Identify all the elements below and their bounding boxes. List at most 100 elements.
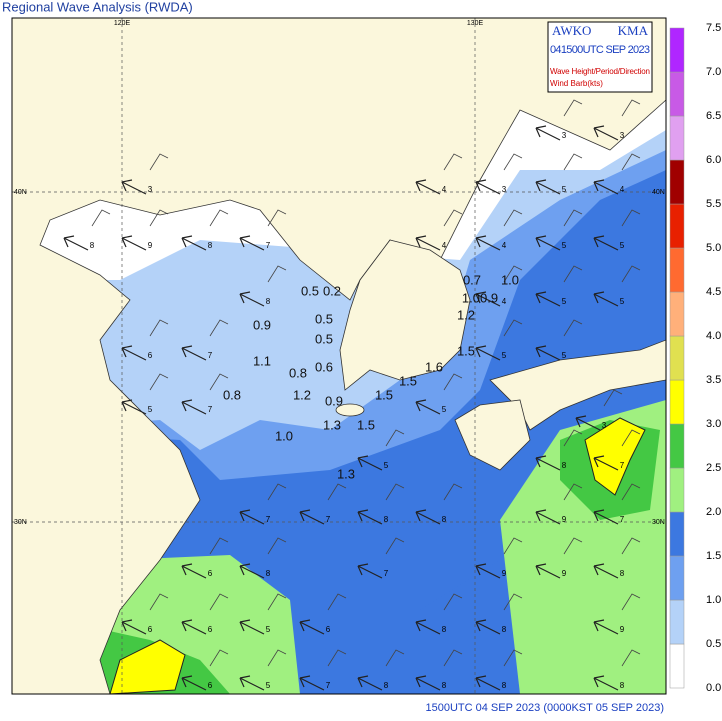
wave-arrow bbox=[535, 345, 561, 361]
colorbar-label: 2.5 bbox=[706, 462, 721, 474]
wave-period: 4 bbox=[502, 241, 507, 250]
colorbar-label: 0.5 bbox=[706, 638, 721, 650]
wave-period: 5 bbox=[620, 241, 625, 250]
wind-barb bbox=[621, 429, 641, 447]
wave-period: 7 bbox=[326, 515, 331, 524]
wind-barb bbox=[443, 373, 463, 391]
wave-period: 9 bbox=[502, 569, 507, 578]
observed-wave-height: 1.00.9 bbox=[462, 290, 498, 305]
observed-wave-height: 1.5 bbox=[357, 417, 375, 432]
map-frame bbox=[11, 17, 667, 695]
wave-arrow bbox=[181, 399, 207, 415]
wave-arrow bbox=[357, 455, 383, 471]
wave-period: 5 bbox=[562, 351, 567, 360]
wind-barb bbox=[621, 593, 641, 611]
wind-barb bbox=[443, 649, 463, 667]
map-area bbox=[12, 18, 666, 694]
wind-barb bbox=[149, 153, 169, 171]
wave-arrow bbox=[593, 675, 619, 691]
wave-arrow bbox=[239, 291, 265, 307]
wind-barb bbox=[503, 537, 523, 555]
observed-wave-height: 0.2 bbox=[323, 283, 341, 298]
wind-barb bbox=[563, 483, 583, 501]
wave-period: 7 bbox=[620, 515, 625, 524]
wave-arrow bbox=[415, 619, 441, 635]
wave-period: 5 bbox=[620, 297, 625, 306]
wave-arrow bbox=[593, 291, 619, 307]
colorbar-label: 0.0 bbox=[706, 682, 721, 694]
observed-wave-height: 1.5 bbox=[375, 387, 393, 402]
colorbar-swatch bbox=[669, 555, 685, 601]
wind-barb bbox=[621, 153, 641, 171]
wave-arrow bbox=[475, 345, 501, 361]
wave-arrow bbox=[475, 619, 501, 635]
wind-barb bbox=[385, 429, 405, 447]
wave-period: 8 bbox=[266, 297, 271, 306]
wind-barb bbox=[443, 593, 463, 611]
wave-period: 8 bbox=[502, 625, 507, 634]
wind-barb bbox=[91, 209, 111, 227]
wind-barb bbox=[267, 537, 287, 555]
land-mainland bbox=[12, 18, 666, 694]
wave-arrow bbox=[535, 291, 561, 307]
colorbar-label: 3.0 bbox=[706, 418, 721, 430]
analysis-time: 041500UTC SEP 2023 bbox=[550, 44, 650, 56]
observed-wave-height: 0.8 bbox=[289, 365, 307, 380]
wind-barb bbox=[563, 319, 583, 337]
observed-wave-height: 1.1 bbox=[253, 353, 271, 368]
wave-period: 8 bbox=[620, 681, 625, 690]
observed-wave-height: 0.6 bbox=[315, 359, 333, 374]
wave-arrow bbox=[575, 415, 601, 431]
graticule bbox=[12, 18, 666, 694]
wave-arrow bbox=[593, 235, 619, 251]
land-korea bbox=[339, 239, 471, 391]
wave-period: 9 bbox=[562, 569, 567, 578]
colorbar-label: 7.5 bbox=[706, 22, 721, 34]
wave-arrow bbox=[475, 179, 501, 195]
wind-barb bbox=[621, 265, 641, 283]
wind-barb bbox=[327, 593, 347, 611]
colorbar-swatch bbox=[669, 247, 685, 293]
wind-barb bbox=[503, 265, 523, 283]
wind-barb bbox=[563, 209, 583, 227]
wave-arrow bbox=[357, 563, 383, 579]
observed-wave-height: 1.3 bbox=[337, 466, 355, 481]
wave-arrow bbox=[299, 509, 325, 525]
colorbar-swatch bbox=[669, 71, 685, 117]
wave-arrow bbox=[121, 179, 147, 195]
wave-arrow bbox=[415, 179, 441, 195]
wave-period: 8 bbox=[502, 681, 507, 690]
wave-arrow bbox=[593, 455, 619, 471]
wind-barb bbox=[563, 265, 583, 283]
wave-arrow bbox=[121, 399, 147, 415]
wind-barb bbox=[443, 483, 463, 501]
wave-arrow bbox=[535, 509, 561, 525]
wave-period: 4 bbox=[502, 297, 507, 306]
lon-label: 130E bbox=[467, 20, 484, 27]
legend-wave: Wave Height/Period/Direction bbox=[550, 67, 650, 76]
observed-wave-height: 1.5 bbox=[399, 373, 417, 388]
wave-arrow bbox=[357, 675, 383, 691]
wave-arrow bbox=[239, 509, 265, 525]
wave-period: 8 bbox=[90, 241, 95, 250]
wave-arrow bbox=[63, 235, 89, 251]
wave-period: 3 bbox=[620, 131, 625, 140]
wave-period: 5 bbox=[562, 241, 567, 250]
wave-period: 9 bbox=[562, 515, 567, 524]
observed-wave-height: 1.0 bbox=[275, 428, 293, 443]
lon-label: 120E bbox=[114, 20, 131, 27]
wind-barb bbox=[209, 373, 229, 391]
observed-wave-height: 0.7 bbox=[463, 272, 481, 287]
wave-arrow bbox=[535, 235, 561, 251]
wave-period: 5 bbox=[148, 405, 153, 414]
wind-barb bbox=[209, 319, 229, 337]
wind-barb bbox=[385, 483, 405, 501]
wind-barb bbox=[563, 429, 583, 447]
wave-period: 9 bbox=[620, 625, 625, 634]
wind-barb bbox=[267, 593, 287, 611]
wave-period: 6 bbox=[208, 569, 213, 578]
wind-barb bbox=[563, 153, 583, 171]
wind-barb bbox=[385, 649, 405, 667]
wave-period: 8 bbox=[442, 515, 447, 524]
